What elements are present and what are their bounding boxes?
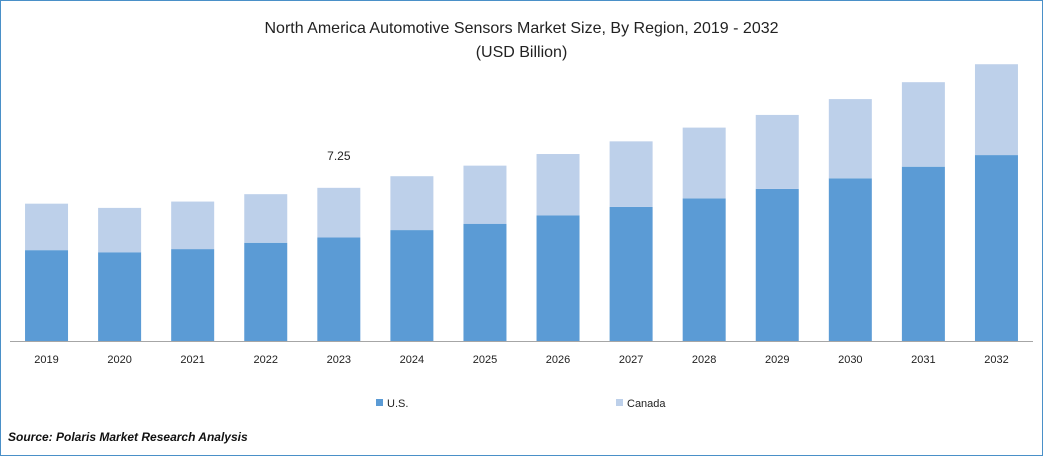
bar-canada-2028 [682, 127, 726, 199]
bar-canada-2024 [390, 176, 434, 231]
chart-title: North America Automotive Sensors Market … [264, 20, 779, 37]
bar-canada-2020 [98, 207, 142, 253]
x-tick-label: 2020 [107, 354, 131, 366]
bar-canada-2032 [974, 64, 1018, 156]
x-tick-label: 2025 [473, 354, 497, 366]
bar-canada-2025 [463, 165, 507, 224]
bar-us-2019 [25, 250, 69, 341]
bar-canada-2027 [609, 141, 653, 207]
bar-us-2028 [682, 198, 726, 341]
bar-us-2021 [171, 249, 215, 341]
bar-us-2029 [755, 188, 799, 341]
legend-label-canada: Canada [627, 398, 666, 410]
legend-label-us: U.S. [387, 398, 408, 410]
x-tick-label: 2026 [546, 354, 570, 366]
bar-us-2026 [536, 215, 580, 341]
bar-us-2032 [974, 155, 1018, 341]
x-tick-label: 2027 [619, 354, 643, 366]
chart-subtitle: (USD Billion) [475, 44, 568, 61]
legend: U.S. Canada [376, 398, 666, 410]
x-tick-label: 2019 [34, 354, 58, 366]
bar-canada-2030 [828, 99, 872, 179]
x-tick-label: 2024 [400, 354, 424, 366]
legend-swatch-us [376, 399, 383, 406]
bar-canada-2026 [536, 154, 580, 216]
x-tick-label: 2021 [180, 354, 204, 366]
bar-canada-2022 [244, 194, 288, 243]
bar-us-2027 [609, 206, 653, 341]
bar-us-2031 [901, 166, 945, 341]
bar-us-2023 [317, 237, 361, 341]
legend-swatch-canada [616, 399, 623, 406]
x-tick-labels: 2019 2020 2021 2022 2023 2024 2025 2026 2027 2028… [34, 354, 1008, 366]
bar-us-2025 [463, 223, 507, 341]
bar-canada-2029 [755, 114, 799, 189]
bar-canada-2023 [317, 187, 361, 238]
bar-us-2024 [390, 230, 434, 341]
x-tick-label: 2023 [327, 354, 351, 366]
bar-us-2030 [828, 178, 872, 341]
x-tick-label: 2030 [838, 354, 862, 366]
bar-canada-2031 [901, 82, 945, 167]
bar-us-2022 [244, 242, 288, 341]
x-tick-label: 2031 [911, 354, 935, 366]
x-tick-label: 2028 [692, 354, 716, 366]
source-note: Source: Polaris Market Research Analysis [8, 430, 248, 444]
x-tick-label: 2032 [984, 354, 1008, 366]
bars-group [25, 64, 1018, 341]
bar-us-2020 [98, 252, 142, 341]
x-tick-label: 2022 [254, 354, 278, 366]
x-tick-label: 2029 [765, 354, 789, 366]
bar-canada-2021 [171, 201, 215, 250]
data-label-2023: 7.25 [327, 149, 351, 163]
data-labels: 7.25 [327, 149, 351, 163]
bar-canada-2019 [25, 203, 69, 251]
